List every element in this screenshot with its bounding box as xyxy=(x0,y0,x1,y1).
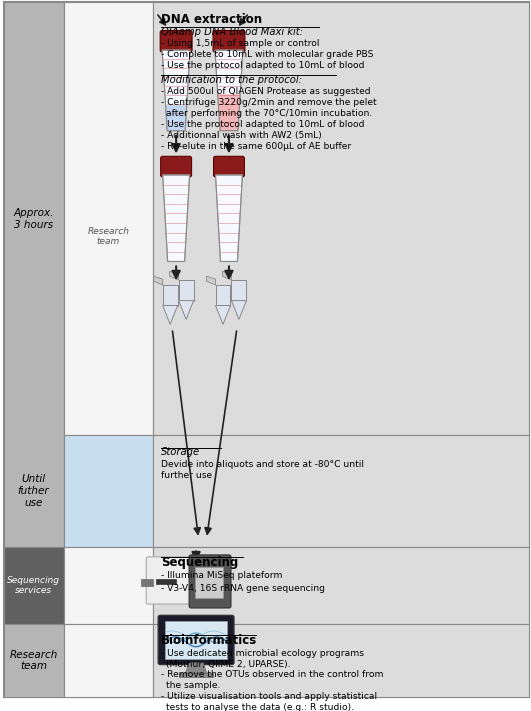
Text: (Mothur, QIIME 2, UPARSE).: (Mothur, QIIME 2, UPARSE). xyxy=(166,660,290,668)
Polygon shape xyxy=(216,175,243,262)
Text: the sample.: the sample. xyxy=(166,681,220,690)
Text: - Using 1,5mL of sample or control: - Using 1,5mL of sample or control xyxy=(161,39,320,48)
Bar xyxy=(162,285,178,306)
FancyBboxPatch shape xyxy=(160,31,192,52)
Text: - Use dedicated microbial ecology programs: - Use dedicated microbial ecology progra… xyxy=(161,648,364,658)
Text: Bioinformatics: Bioinformatics xyxy=(161,634,258,647)
Polygon shape xyxy=(178,301,194,319)
Text: - Centrifuge 3220g/2min and remove the pelet: - Centrifuge 3220g/2min and remove the p… xyxy=(161,98,377,107)
Text: - Use the protocol adapted to 10mL of blood: - Use the protocol adapted to 10mL of bl… xyxy=(161,120,365,129)
Text: - Remove the OTUs observed in the control from: - Remove the OTUs observed in the contro… xyxy=(161,670,384,680)
Text: Modification to the protocol:: Modification to the protocol: xyxy=(161,75,302,85)
Bar xyxy=(165,621,227,658)
Polygon shape xyxy=(207,277,216,285)
Text: QIAamp DNA Blood Maxi kit:: QIAamp DNA Blood Maxi kit: xyxy=(161,26,303,36)
Bar xyxy=(179,673,213,678)
Bar xyxy=(216,285,230,306)
Bar xyxy=(64,547,153,624)
Polygon shape xyxy=(222,272,232,280)
Text: tests to analyse the data (e.g.: R studio).: tests to analyse the data (e.g.: R studi… xyxy=(166,703,354,711)
Text: Research
team: Research team xyxy=(10,650,58,671)
Bar xyxy=(232,280,246,301)
Bar xyxy=(153,624,529,697)
Text: - Complete to 10mL with molecular grade PBS: - Complete to 10mL with molecular grade … xyxy=(161,50,374,59)
Polygon shape xyxy=(218,95,240,131)
Text: - Use the protocol adapted to 10mL of blood: - Use the protocol adapted to 10mL of bl… xyxy=(161,61,365,70)
FancyBboxPatch shape xyxy=(213,31,245,52)
FancyBboxPatch shape xyxy=(213,156,244,177)
Polygon shape xyxy=(166,105,187,131)
Text: Sequencing: Sequencing xyxy=(161,557,238,570)
Text: Approx.
3 hours: Approx. 3 hours xyxy=(13,208,54,230)
Bar xyxy=(141,579,153,587)
Polygon shape xyxy=(232,301,246,319)
FancyBboxPatch shape xyxy=(146,557,198,604)
Text: DNA extraction: DNA extraction xyxy=(161,13,262,26)
Bar xyxy=(153,435,529,547)
Polygon shape xyxy=(153,277,162,285)
Bar xyxy=(4,2,64,547)
Bar xyxy=(195,567,223,598)
Text: Devide into aliquots and store at -80°C until: Devide into aliquots and store at -80°C … xyxy=(161,460,364,469)
Text: - Add 500ul of QIAGEN Protease as suggested: - Add 500ul of QIAGEN Protease as sugges… xyxy=(161,87,371,97)
Bar xyxy=(4,624,64,697)
Text: Sequencing
services: Sequencing services xyxy=(7,576,60,595)
Text: Until
futher
use: Until futher use xyxy=(18,474,49,508)
Text: further use: further use xyxy=(161,471,212,480)
Text: - Additionnal wash with AW2 (5mL): - Additionnal wash with AW2 (5mL) xyxy=(161,131,322,140)
Polygon shape xyxy=(162,306,178,324)
Polygon shape xyxy=(185,663,207,674)
FancyBboxPatch shape xyxy=(161,156,192,177)
FancyBboxPatch shape xyxy=(189,555,231,608)
Polygon shape xyxy=(215,50,243,131)
Bar xyxy=(64,624,153,697)
Polygon shape xyxy=(216,306,230,324)
Bar xyxy=(64,435,153,547)
Polygon shape xyxy=(162,50,190,131)
Bar xyxy=(64,2,153,435)
Text: Research
team: Research team xyxy=(88,227,130,246)
Text: - Utilize visualisation tools and apply statistical: - Utilize visualisation tools and apply … xyxy=(161,692,378,701)
Text: after performing the 70°C/10min incubation.: after performing the 70°C/10min incubati… xyxy=(166,109,372,118)
Bar xyxy=(153,2,529,435)
Text: - Illumina MiSeq plateform: - Illumina MiSeq plateform xyxy=(161,571,282,580)
Text: - Re-elute in the same 600μL of AE buffer: - Re-elute in the same 600μL of AE buffe… xyxy=(161,141,352,151)
Bar xyxy=(153,547,529,624)
Bar xyxy=(156,579,176,584)
FancyBboxPatch shape xyxy=(158,615,234,665)
Text: Storage: Storage xyxy=(161,447,200,457)
Bar xyxy=(178,280,194,301)
Bar xyxy=(4,547,64,624)
Polygon shape xyxy=(162,175,190,262)
Text: - V3-V4, 16S rRNA gene sequencing: - V3-V4, 16S rRNA gene sequencing xyxy=(161,584,325,593)
Polygon shape xyxy=(170,272,178,280)
